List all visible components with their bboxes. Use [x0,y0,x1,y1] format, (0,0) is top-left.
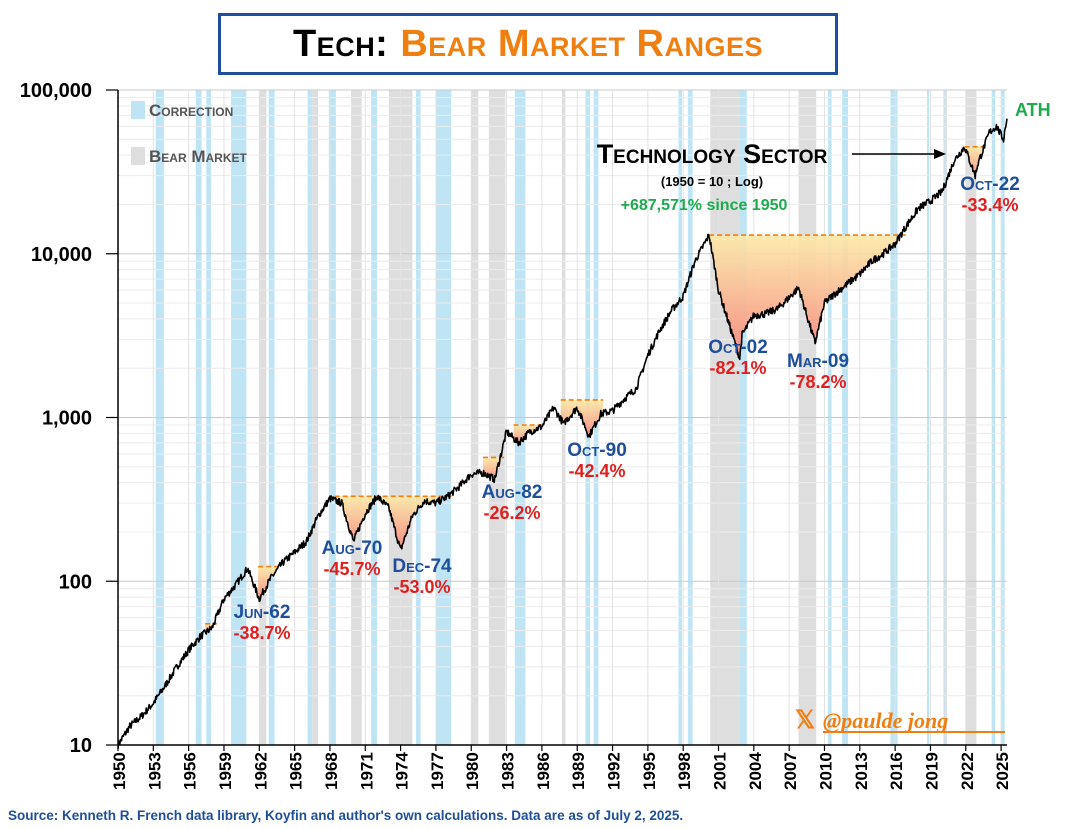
x-tick-label: 1983 [499,752,518,790]
drawdown-date-label: Aug-70 [322,538,383,559]
x-tick-label: 2001 [711,752,730,790]
x-tick-label: 1959 [216,752,235,790]
drawdown-date-label: Jun-62 [234,602,291,623]
series-line-technology [117,118,1008,749]
legend-swatch-correction [131,101,145,119]
drawdown-date-label: Dec-74 [392,556,452,577]
y-tick-label: 100,000 [20,80,92,102]
x-tick-label: 2007 [781,752,800,790]
x-tick-label: 1965 [287,752,306,790]
x-tick-label: 2022 [958,752,977,790]
x-tick-label: 1962 [251,752,270,790]
series-subtitle: (1950 = 10 ; Log) [661,174,763,189]
drawdown-pct-label: -78.2% [789,372,846,392]
y-tick-label: 1,000 [42,408,92,430]
legend-swatch-bear [131,147,145,165]
source-note: Source: Kenneth R. French data library, … [8,808,684,823]
legend-label-correction: Correction [149,101,233,120]
x-tick-label: 1977 [428,752,447,790]
x-tick-label: 2004 [746,752,765,790]
drawdown-area [513,424,545,446]
x-tick-label: 2016 [887,752,906,790]
drawdown-pct-label: -42.4% [568,461,625,481]
drawdown-date-label: Oct-22 [960,174,1020,195]
drawdown-pct-label: -45.7% [323,559,380,579]
title-main: Bear Market Ranges [400,22,764,65]
gain-label: +687,571% since 1950 [621,197,788,214]
legend-label-bear: Bear Market [149,147,247,166]
x-tick-label: 2013 [852,752,871,790]
x-tick-label: 1953 [145,752,164,790]
drawdown-pct-label: -82.1% [709,358,766,378]
x-logo-icon: 𝕏 [795,706,815,734]
drawdown-date-label: Oct-90 [567,440,627,461]
chart-title: Tech: Bear Market Ranges [218,13,838,75]
drawdown-area [483,457,507,483]
drawdown-pct-label: -53.0% [393,577,450,597]
drawdown-pct-label: -38.7% [233,623,290,643]
x-tick-label: 1968 [322,752,341,790]
x-tick-label: 1992 [605,752,624,790]
x-tick-label: 2019 [922,752,941,790]
x-tick-label: 1989 [569,752,588,790]
x-tick-label: 2025 [993,752,1012,790]
drawdown-date-label: Aug-82 [482,482,543,503]
series-arrow-head [934,149,946,159]
x-tick-label: 1995 [640,752,659,790]
series-name-label: Technology Sector [597,139,828,169]
drawdown-date-label: Mar-09 [787,351,849,372]
x-tick-label: 1986 [534,752,553,790]
y-tick-label: 10 [70,735,92,757]
drawdown-pct-label: -33.4% [961,195,1018,215]
ath-label: ATH [1015,100,1051,120]
x-tick-label: 1956 [181,752,200,790]
y-tick-label: 10,000 [31,244,92,266]
x-tick-label: 1998 [675,752,694,790]
y-tick-label: 100 [59,571,92,593]
title-prefix: Tech: [292,22,389,65]
x-tick-label: 1980 [463,752,482,790]
drawdown-area [709,235,906,360]
x-tick-label: 1971 [357,752,376,790]
x-tick-label: 1950 [110,752,129,790]
x-tick-label: 2010 [816,752,835,790]
x-tick-label: 1974 [393,752,412,790]
drawdown-area [560,399,604,438]
drawdown-area [334,496,455,549]
drawdown-date-label: Oct-02 [708,337,768,358]
drawdown-pct-label: -26.2% [483,503,540,523]
author-handle: @paulde jong [823,708,948,733]
